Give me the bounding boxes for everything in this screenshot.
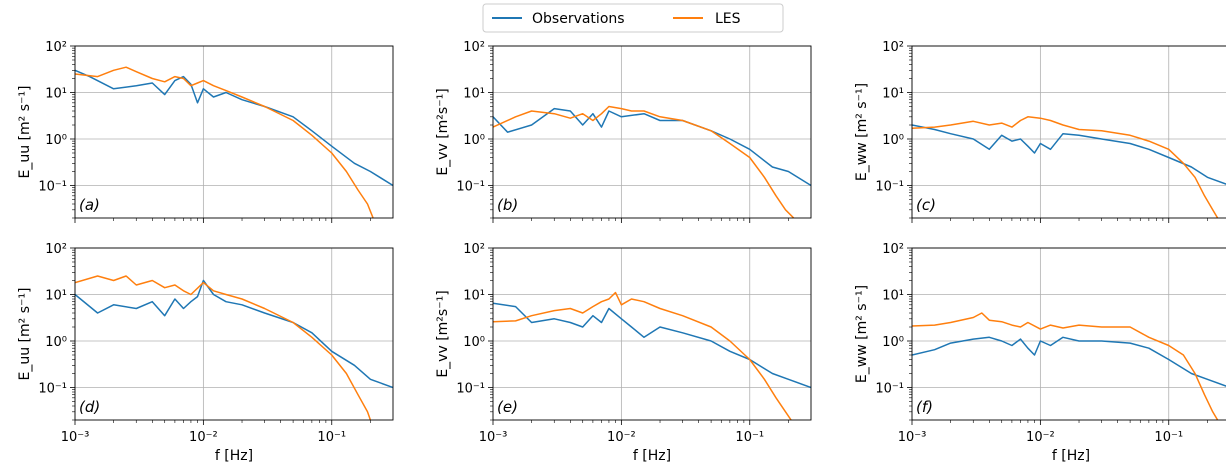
panel-2: 10⁻¹ 10⁰ 10¹ 10² (b) E_vv [m²s⁻¹]	[435, 40, 812, 223]
legend-frame	[482, 3, 784, 33]
series-line-les	[912, 312, 1219, 420]
legend-label-les: LES	[715, 11, 741, 27]
legend: Observations LES	[482, 3, 784, 33]
y-tick-label: 10¹	[882, 86, 904, 101]
y-tick-label: 10⁻¹	[456, 179, 485, 194]
axes-frame	[492, 247, 812, 421]
y-tick-label: 10²	[463, 242, 485, 257]
series-line-observations	[912, 124, 1226, 185]
panel-4: 10⁻³ 10⁻² 10⁻¹ 10⁻¹ 10⁰ 10¹ 10² (d) E_uu [m² s⁻¹…	[17, 242, 394, 464]
x-tick-label: 10⁻¹	[1154, 430, 1183, 445]
legend-label-observations: Observations	[532, 11, 625, 27]
series-line-les	[912, 116, 1219, 218]
y-tick-label: 10⁰	[463, 133, 485, 148]
y-tick-label: 10¹	[463, 86, 485, 101]
y-tick-label: 10²	[882, 242, 904, 257]
panel-tag: (b)	[497, 196, 518, 214]
y-axis-label: E_uu [m² s⁻¹]	[17, 288, 33, 381]
x-axis-label: f [Hz]	[1052, 448, 1090, 464]
axes-frame	[74, 247, 394, 421]
x-tick-label: 10⁻³	[61, 430, 90, 445]
y-tick-label: 10⁰	[882, 133, 904, 148]
y-tick-label: 10⁻¹	[38, 179, 67, 194]
y-axis-label: E_ww [m² s⁻¹]	[854, 83, 870, 181]
x-tick-label: 10⁻²	[1026, 430, 1055, 445]
y-tick-label: 10⁻¹	[456, 381, 485, 396]
y-tick-label: 10⁻¹	[38, 381, 67, 396]
y-tick-label: 10⁻¹	[875, 381, 904, 396]
y-tick-label: 10²	[463, 40, 485, 55]
series-line-observations	[75, 69, 393, 187]
x-axis-label: f [Hz]	[633, 448, 671, 464]
x-tick-label: 10⁻³	[898, 430, 927, 445]
y-tick-label: 10²	[45, 242, 67, 257]
y-tick-label: 10¹	[463, 288, 485, 303]
y-tick-label: 10²	[882, 40, 904, 55]
x-tick-label: 10⁻³	[479, 430, 508, 445]
x-tick-label: 10⁻²	[607, 430, 636, 445]
panel-tag: (a)	[79, 196, 100, 214]
panel-tag: (d)	[79, 398, 100, 416]
series-line-observations	[75, 279, 393, 389]
panel-6: 10⁻³ 10⁻² 10⁻¹ 10⁻¹ 10⁰ 10¹ 10² (f) E_ww [m² s⁻¹…	[854, 242, 1226, 464]
y-tick-label: 10¹	[45, 86, 67, 101]
series-line-les	[75, 275, 372, 420]
y-axis-label: E_uu [m² s⁻¹]	[17, 86, 33, 179]
axes-frame	[911, 45, 1226, 219]
series-line-les	[75, 66, 374, 218]
series-line-les	[493, 291, 792, 420]
series-line-observations	[493, 107, 811, 187]
series-line-les	[493, 105, 795, 218]
axes-frame	[74, 45, 394, 219]
x-tick-label: 10⁻²	[189, 430, 218, 445]
panel-tag: (c)	[916, 196, 936, 214]
y-tick-label: 10¹	[45, 288, 67, 303]
y-tick-label: 10⁰	[882, 335, 904, 350]
y-tick-label: 10⁰	[45, 335, 67, 350]
series-line-observations	[912, 336, 1226, 387]
x-tick-label: 10⁻¹	[317, 430, 346, 445]
axes-frame	[911, 247, 1226, 421]
y-tick-label: 10⁰	[463, 335, 485, 350]
series-line-observations	[493, 302, 811, 389]
panel-tag: (e)	[497, 398, 518, 416]
panel-tag: (f)	[916, 398, 933, 416]
panel-3: 10⁻¹ 10⁰ 10¹ 10² (c) E_ww [m² s⁻¹]	[854, 40, 1226, 223]
y-axis-label: E_vv [m²s⁻¹]	[435, 88, 451, 175]
x-axis-label: f [Hz]	[215, 448, 253, 464]
y-tick-label: 10⁰	[45, 133, 67, 148]
y-tick-label: 10¹	[882, 288, 904, 303]
panel-5: 10⁻³ 10⁻² 10⁻¹ 10⁻¹ 10⁰ 10¹ 10² (e) E_vv [m²s⁻¹]…	[435, 242, 812, 464]
y-tick-label: 10²	[45, 40, 67, 55]
y-axis-label: E_ww [m² s⁻¹]	[854, 285, 870, 383]
axes-frame	[492, 45, 812, 219]
y-tick-label: 10⁻¹	[875, 179, 904, 194]
panel-1: 10⁻¹ 10⁰ 10¹ 10² (a) E_uu [m² s⁻¹]	[17, 40, 394, 223]
y-axis-label: E_vv [m²s⁻¹]	[435, 290, 451, 377]
x-tick-label: 10⁻¹	[735, 430, 764, 445]
